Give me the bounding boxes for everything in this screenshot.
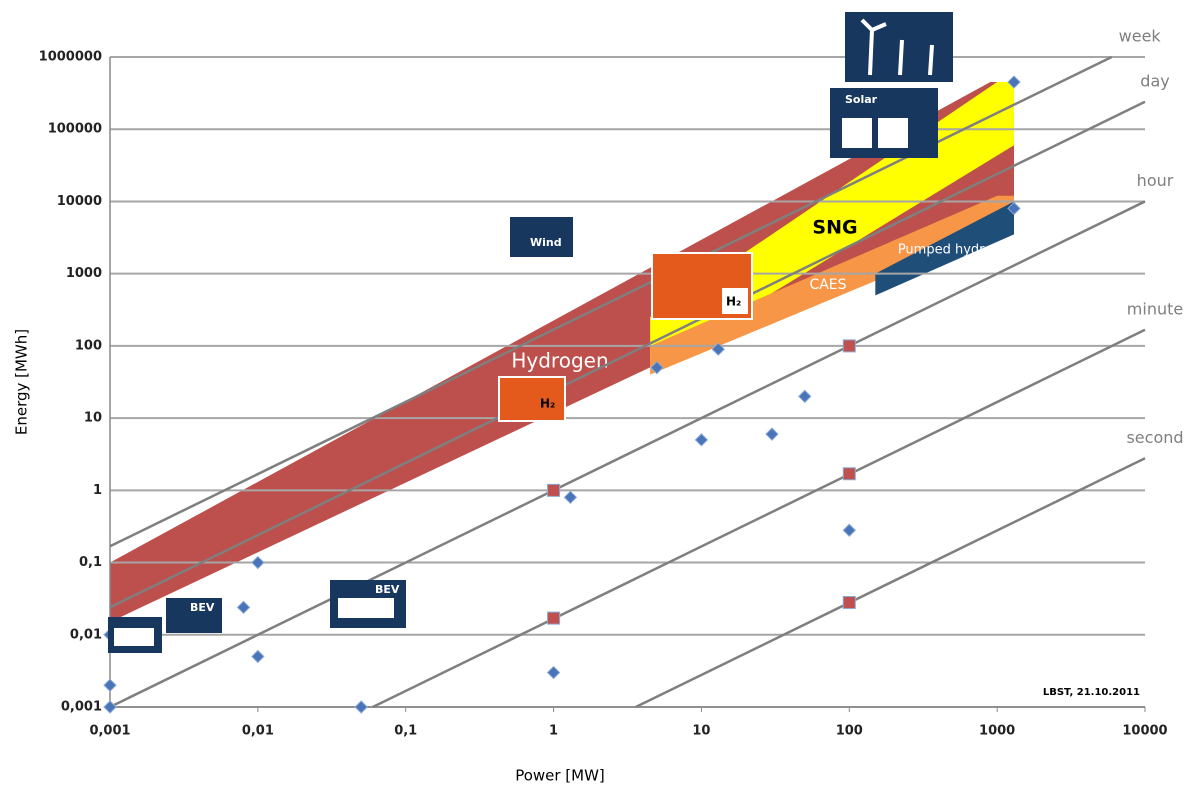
- icon-h2-small: H₂: [498, 376, 566, 422]
- data-point: [694, 433, 709, 447]
- data-point: [650, 360, 664, 375]
- source-note: LBST, 21.10.2011: [1043, 687, 1140, 698]
- x-tick-label: 10: [692, 724, 710, 739]
- y-tick-label: 1000000: [39, 50, 102, 65]
- x-tick-label: 0,1: [394, 724, 417, 739]
- time-line: [109, 55, 1113, 548]
- region: [650, 195, 1014, 375]
- icon-label: H₂: [540, 397, 555, 411]
- data-point: [842, 595, 856, 609]
- y-tick-label: 100000: [48, 122, 102, 137]
- data-point: [563, 490, 578, 505]
- time-line: [635, 457, 1146, 709]
- data-point: [251, 555, 265, 570]
- region-label: CAES: [809, 277, 846, 293]
- region-label: SNG: [812, 217, 857, 239]
- icon-wind-large: [845, 12, 953, 82]
- time-line-label: minute: [1127, 299, 1183, 318]
- region-label: Hydrogen: [511, 349, 608, 373]
- y-axis-label: Energy [MWh]: [13, 329, 31, 435]
- y-tick-label: 1: [93, 483, 102, 498]
- icon-label: Solar: [845, 93, 878, 106]
- x-tick-label: 0,01: [242, 724, 274, 739]
- x-axis-label: Power [MW]: [515, 767, 605, 785]
- time-line-label: second: [1126, 428, 1183, 447]
- data-point: [1007, 201, 1021, 216]
- data-point: [1007, 75, 1021, 89]
- data-point: [842, 339, 856, 353]
- x-tick-label: 100: [836, 724, 863, 739]
- x-tick-label: 0,001: [89, 724, 130, 739]
- y-tick-label: 0,01: [70, 627, 102, 642]
- time-line: [109, 200, 1146, 709]
- icon-h2-large: H₂: [651, 252, 753, 320]
- x-tick-label: 10000: [1122, 724, 1167, 739]
- y-tick-label: 10000: [57, 194, 102, 209]
- x-tick-label: 1: [549, 724, 558, 739]
- icon-wind-small: Wind: [510, 217, 573, 257]
- data-point: [842, 467, 856, 481]
- region: [875, 201, 1014, 296]
- icon-label: BEV: [190, 601, 215, 614]
- icon-label: H₂: [726, 295, 741, 309]
- region-label: Pumped hydro: [898, 243, 992, 258]
- time-line: [109, 100, 1146, 609]
- region: [110, 82, 1014, 623]
- icon-label: Wind: [530, 236, 562, 249]
- data-point: [798, 389, 812, 404]
- icon-bev-bus: BEV: [330, 580, 406, 628]
- data-point: [547, 483, 561, 497]
- data-point: [711, 342, 725, 356]
- y-tick-label: 1000: [66, 266, 102, 281]
- y-tick-label: 0,1: [79, 555, 102, 570]
- data-point: [547, 611, 561, 625]
- data-point: [251, 649, 265, 664]
- x-tick-label: 1000: [979, 724, 1015, 739]
- y-tick-label: 0,001: [61, 700, 102, 715]
- data-point: [842, 523, 856, 537]
- time-line-label: hour: [1137, 171, 1174, 190]
- data-point: [354, 700, 368, 714]
- y-tick-label: 100: [75, 338, 102, 353]
- icon-label: BEV: [375, 583, 400, 596]
- data-point: [546, 665, 561, 680]
- icon-solar: Solar: [830, 88, 938, 158]
- icon-solar-small: [108, 617, 162, 653]
- time-line: [372, 328, 1146, 709]
- time-line-label: week: [1119, 27, 1162, 46]
- data-point: [103, 678, 117, 692]
- data-point: [103, 700, 117, 714]
- time-line-label: day: [1140, 71, 1169, 90]
- data-point: [765, 427, 779, 441]
- data-point: [236, 600, 251, 615]
- icon-bev-car: BEV: [166, 598, 222, 633]
- y-tick-label: 10: [84, 411, 102, 426]
